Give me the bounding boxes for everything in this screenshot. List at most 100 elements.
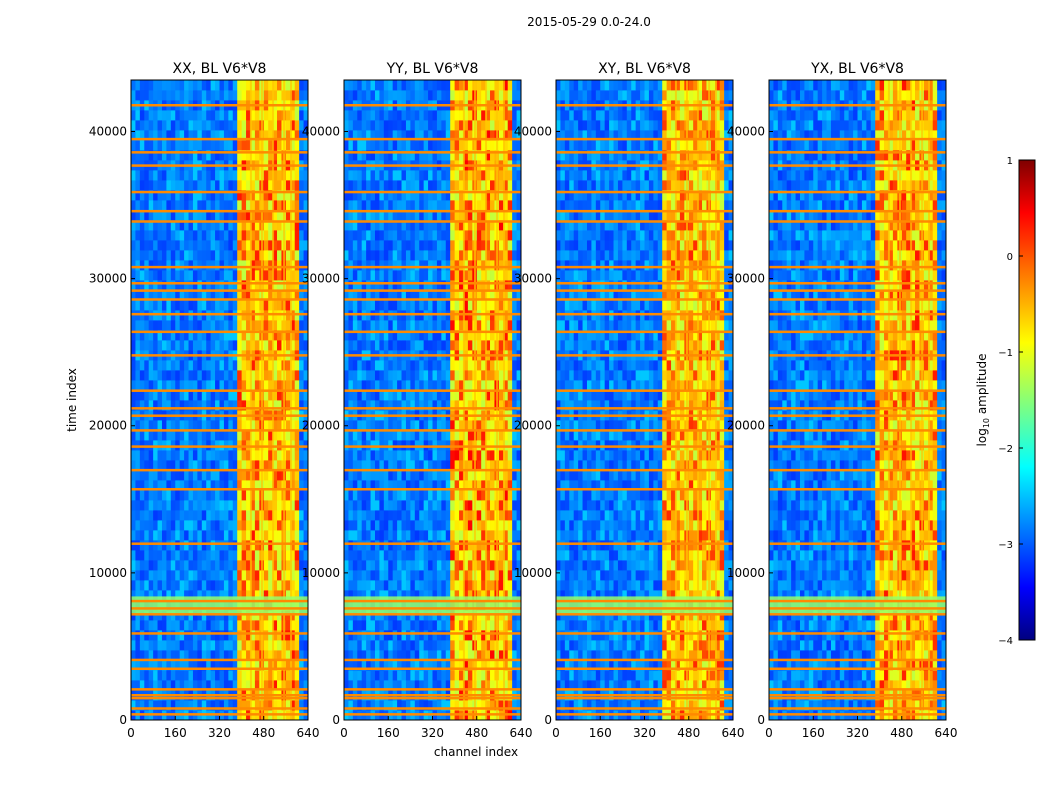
heatmap-cell xyxy=(157,180,163,191)
heatmap-cell xyxy=(374,640,380,651)
heatmap-cell xyxy=(197,640,203,651)
heatmap-cell xyxy=(445,240,451,251)
heatmap-cell xyxy=(361,230,367,241)
heatmap-cell xyxy=(423,630,429,641)
heatmap-cell xyxy=(303,270,309,281)
heatmap-cell xyxy=(405,530,411,541)
heatmap-cell xyxy=(206,500,212,511)
heatmap-cell xyxy=(476,550,482,561)
heatmap-cell xyxy=(153,660,158,671)
heatmap-cell xyxy=(250,390,256,401)
heatmap-cell xyxy=(374,290,380,301)
heatmap-cell xyxy=(441,630,447,641)
heatmap-cell xyxy=(498,580,504,591)
heatmap-cell xyxy=(419,400,425,411)
heatmap-cell xyxy=(423,560,429,571)
heatmap-cell xyxy=(383,620,389,631)
heatmap-cell xyxy=(419,260,425,271)
heatmap-cell xyxy=(166,570,172,581)
heatmap-cell xyxy=(485,140,491,151)
heatmap-cell xyxy=(397,270,402,281)
heatmap-cell xyxy=(263,630,269,641)
heatmap-cell xyxy=(277,190,282,201)
heatmap-cell xyxy=(246,170,251,181)
heatmap-cell xyxy=(467,700,473,711)
heatmap-cell xyxy=(516,190,522,201)
heatmap-cell xyxy=(476,530,482,541)
heatmap-cell xyxy=(144,270,150,281)
heatmap-cell xyxy=(352,400,358,411)
heatmap-cell xyxy=(175,480,181,491)
heatmap-cell xyxy=(272,330,278,341)
heatmap-cell xyxy=(476,360,482,371)
heatmap-cell xyxy=(166,430,172,441)
heatmap-cell xyxy=(383,560,389,571)
heatmap-cell xyxy=(445,650,451,661)
flagged-band xyxy=(131,596,308,615)
heatmap-cell xyxy=(432,270,438,281)
heatmap-cell xyxy=(410,340,416,351)
heatmap-cell xyxy=(223,80,229,91)
heatmap-cell xyxy=(476,230,482,241)
heatmap-cell xyxy=(432,490,438,501)
heatmap-cell xyxy=(303,520,309,531)
heatmap-cell xyxy=(379,550,385,561)
heatmap-cell xyxy=(476,540,482,551)
flagged-row xyxy=(131,445,308,448)
heatmap-cell xyxy=(463,530,469,541)
heatmap-cell xyxy=(210,630,216,641)
heatmap-cell xyxy=(139,330,145,341)
heatmap-cell xyxy=(392,670,398,681)
heatmap-cell xyxy=(299,570,304,581)
heatmap-cell xyxy=(153,440,158,451)
heatmap-cell xyxy=(254,470,260,481)
heatmap-cell xyxy=(370,700,376,711)
heatmap-cell xyxy=(215,510,220,521)
heatmap-cell xyxy=(490,300,495,311)
heatmap-cell xyxy=(405,240,411,251)
heatmap-cell xyxy=(463,490,469,501)
heatmap-cell xyxy=(254,460,260,471)
heatmap-cell xyxy=(290,270,296,281)
heatmap-cell xyxy=(512,450,517,461)
heatmap-cell xyxy=(175,500,181,511)
heatmap-cell xyxy=(361,250,367,261)
heatmap-cell xyxy=(250,480,256,491)
heatmap-cell xyxy=(379,200,385,211)
heatmap-cell xyxy=(370,430,376,441)
heatmap-cell xyxy=(254,630,260,641)
heatmap-cell xyxy=(161,510,167,521)
heatmap-cell xyxy=(463,580,469,591)
heatmap-cell xyxy=(184,570,189,581)
heatmap-cell xyxy=(516,530,522,541)
heatmap-cell xyxy=(237,630,243,641)
heatmap-cell xyxy=(419,520,425,531)
heatmap-cell xyxy=(277,640,282,651)
heatmap-cell xyxy=(131,650,136,661)
heatmap-cell xyxy=(414,170,420,181)
heatmap-cell xyxy=(272,230,278,241)
heatmap-cell xyxy=(232,700,238,711)
heatmap-cell xyxy=(379,180,385,191)
heatmap-cell xyxy=(352,630,358,641)
heatmap-cell xyxy=(490,450,495,461)
heatmap-cell xyxy=(352,200,358,211)
heatmap-cell xyxy=(210,450,216,461)
heatmap-cell xyxy=(503,400,509,411)
heatmap-cell xyxy=(184,140,189,151)
heatmap-cell xyxy=(397,630,402,641)
heatmap-cell xyxy=(490,700,495,711)
heatmap-cell xyxy=(228,480,234,491)
heatmap-cell xyxy=(192,190,198,201)
heatmap-cell xyxy=(303,430,309,441)
heatmap-cell xyxy=(148,360,154,371)
flagged-row xyxy=(131,632,308,635)
heatmap-cell xyxy=(463,340,469,351)
heatmap-cell xyxy=(490,260,495,271)
heatmap-cell xyxy=(344,370,349,381)
heatmap-cell xyxy=(139,520,145,531)
heatmap-cell xyxy=(428,210,433,221)
heatmap-cell xyxy=(454,560,460,571)
heatmap-cell xyxy=(299,340,304,351)
heatmap-cell xyxy=(454,360,460,371)
